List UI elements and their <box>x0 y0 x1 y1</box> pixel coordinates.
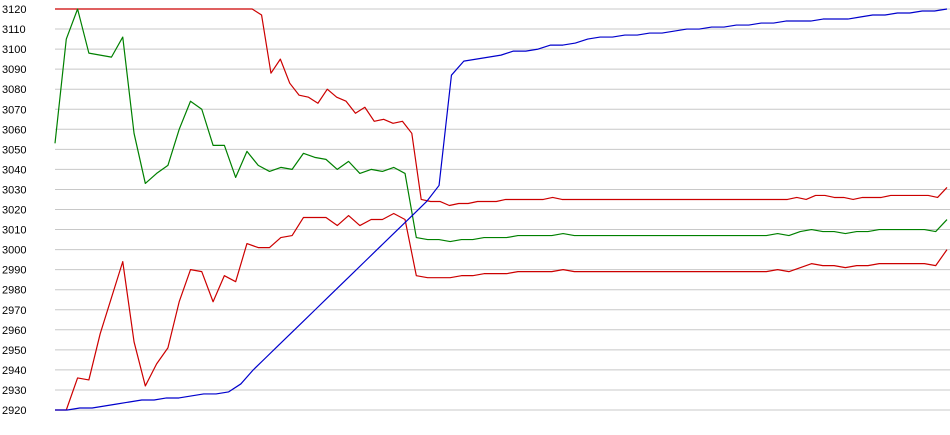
series-line-3 <box>55 212 948 411</box>
series-line-2 <box>54 8 948 243</box>
series-lines <box>54 8 948 411</box>
y-tick-label: 3110 <box>2 24 26 36</box>
y-tick-label: 2940 <box>2 365 26 377</box>
y-tick-label: 2930 <box>2 385 26 397</box>
series-line-1 <box>55 8 948 207</box>
y-tick-label: 2920 <box>2 405 26 417</box>
y-tick-label: 3010 <box>2 225 26 237</box>
y-axis-tick-labels: 2920 2930 2940 2950 2960 2970 2980 2990 3000 3010… <box>2 4 26 417</box>
y-tick-label: 2950 <box>2 345 26 357</box>
y-tick-label: 3040 <box>2 164 26 176</box>
y-tick-label: 3030 <box>2 184 26 196</box>
y-tick-label: 2990 <box>2 265 26 277</box>
y-tick-label: 3060 <box>2 124 26 136</box>
y-tick-label: 3020 <box>2 205 26 217</box>
y-tick-label: 3050 <box>2 144 26 156</box>
y-tick-label: 3080 <box>2 84 26 96</box>
y-tick-label: 3100 <box>2 44 26 56</box>
series-line-4 <box>55 8 948 411</box>
y-tick-label: 2960 <box>2 325 26 337</box>
y-tick-label: 2970 <box>2 305 26 317</box>
y-tick-label: 2980 <box>2 285 26 297</box>
y-tick-label: 3070 <box>2 104 26 116</box>
y-tick-label: 3120 <box>2 4 26 16</box>
grid-lines <box>55 8 950 411</box>
y-tick-label: 3000 <box>2 245 26 257</box>
y-tick-label: 3090 <box>2 64 26 76</box>
